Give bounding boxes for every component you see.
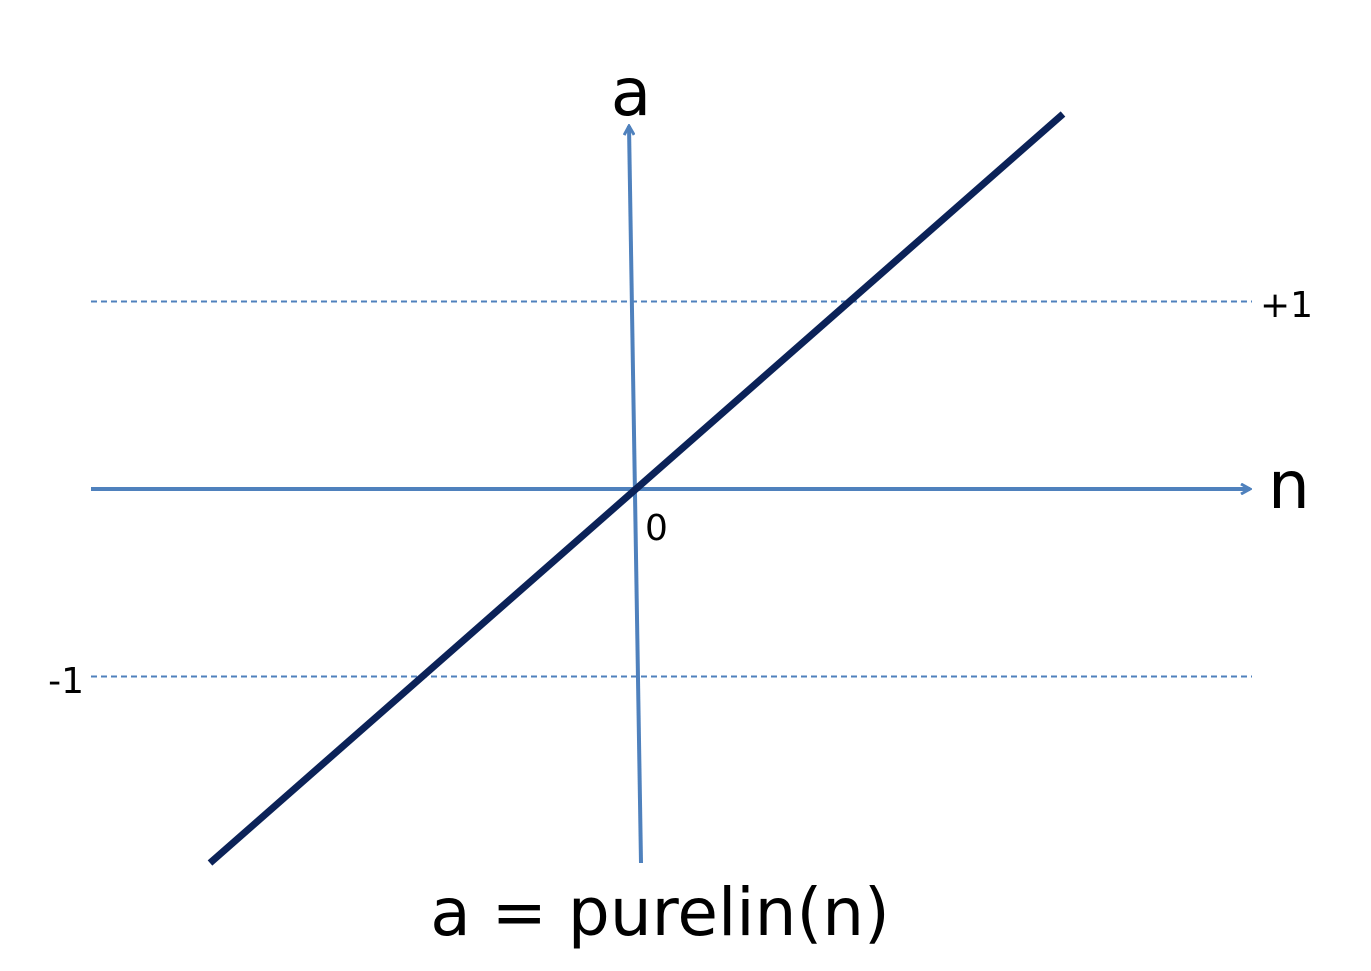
y-axis-label: a — [611, 54, 651, 131]
reference-label-plus-one: +1 — [1260, 285, 1313, 326]
chart-caption: a = purelin(n) — [430, 874, 890, 951]
x-axis-label: n — [1268, 447, 1310, 524]
a-axis — [629, 126, 643, 864]
origin-label: 0 — [645, 508, 668, 549]
purelin-series-line — [207, 111, 1066, 866]
reference-label-minus-one: -1 — [48, 661, 84, 702]
